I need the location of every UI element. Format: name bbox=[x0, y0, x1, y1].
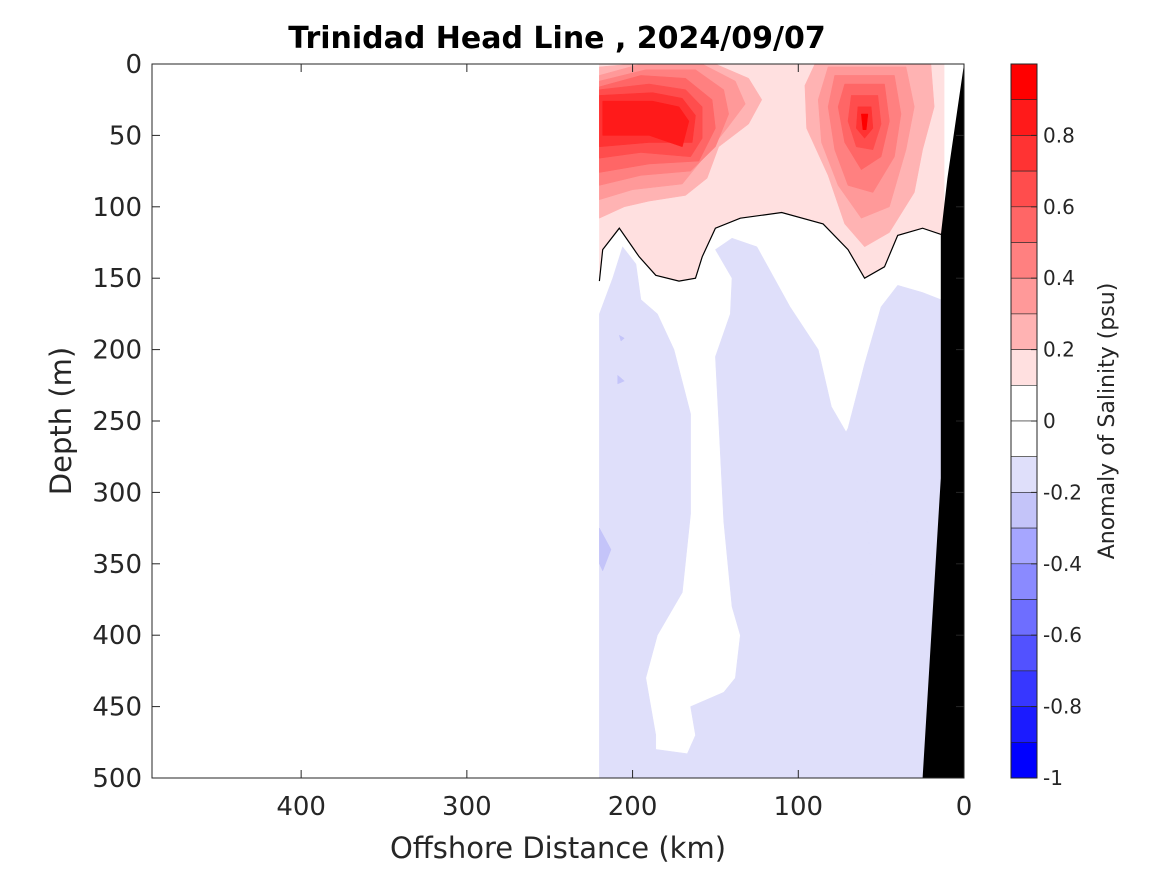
colorbar-swatch-9 bbox=[1010, 384, 1038, 422]
anomaly-region-13 bbox=[602, 100, 690, 148]
colorbar-label: Anomaly of Salinity (psu) bbox=[1095, 283, 1120, 560]
colorbar-tick-label: -0.4 bbox=[1043, 552, 1082, 576]
colorbar-swatch-10 bbox=[1010, 420, 1038, 458]
x-tick-label: 300 bbox=[442, 792, 492, 822]
colorbar-swatch-11 bbox=[1010, 456, 1038, 493]
y-axis-label: Depth (m) bbox=[44, 347, 78, 495]
colorbar-swatch-7 bbox=[1010, 313, 1038, 350]
y-axis: 0 50 100 150 200 250 300 350 400 450 500 bbox=[92, 50, 964, 794]
colorbar-tick-label: -0.2 bbox=[1043, 480, 1082, 504]
colorbar-swatch-0 bbox=[1010, 63, 1038, 101]
land-bathymetry-mask bbox=[922, 64, 964, 778]
y-tick-label: 400 bbox=[92, 621, 142, 651]
colorbar-tick-label: 0 bbox=[1043, 409, 1056, 433]
colorbar-swatch-13 bbox=[1010, 527, 1038, 565]
x-axis: 400 300 200 100 0 bbox=[276, 64, 972, 822]
y-tick-label: 250 bbox=[92, 407, 142, 437]
anomaly-region-18 bbox=[617, 374, 625, 385]
x-tick-label: 0 bbox=[956, 792, 973, 822]
x-axis-label: Offshore Distance (km) bbox=[390, 831, 726, 865]
y-tick-label: 300 bbox=[92, 478, 142, 508]
anomaly-region-15 bbox=[599, 237, 942, 778]
colorbar-swatch-14 bbox=[1010, 563, 1038, 600]
colorbar-tick-label: 0.8 bbox=[1043, 123, 1075, 147]
colorbar-tick-label: 0.2 bbox=[1043, 338, 1075, 362]
x-tick-label: 200 bbox=[608, 792, 658, 822]
colorbar-swatch-2 bbox=[1010, 135, 1038, 172]
colorbar-swatch-18 bbox=[1010, 706, 1038, 743]
anomaly-region-14 bbox=[861, 113, 869, 130]
plot-area bbox=[151, 63, 965, 779]
y-tick-label: 50 bbox=[109, 121, 142, 151]
colorbar-swatch-3 bbox=[1010, 170, 1038, 208]
colorbar-swatch-16 bbox=[1010, 634, 1038, 672]
colorbar-tick-label: 0.4 bbox=[1043, 266, 1075, 290]
colorbar-tick-label: -0.6 bbox=[1043, 623, 1082, 647]
chart-title: Trinidad Head Line , 2024/09/07 bbox=[288, 21, 825, 56]
anomaly-region-16 bbox=[599, 527, 612, 572]
y-tick-label: 150 bbox=[92, 264, 142, 294]
y-tick-label: 100 bbox=[92, 193, 142, 223]
colorbar-swatch-6 bbox=[1010, 277, 1038, 315]
y-tick-label: 350 bbox=[92, 550, 142, 580]
contour-regions bbox=[599, 64, 945, 778]
colorbar-tick-label: -0.8 bbox=[1043, 695, 1082, 719]
colorbar: 0.8 0.6 0.4 0.2 0 -0.2 -0.4 -0.6 -0.8 -1 bbox=[1010, 63, 1082, 790]
colorbar-swatch-4 bbox=[1010, 206, 1038, 243]
y-tick-label: 0 bbox=[125, 50, 142, 80]
colorbar-swatch-1 bbox=[1010, 99, 1038, 136]
y-tick-label: 450 bbox=[92, 693, 142, 723]
x-tick-label: 400 bbox=[276, 792, 326, 822]
y-tick-label: 200 bbox=[92, 336, 142, 366]
zero-anomaly-contour-line bbox=[598, 211, 945, 282]
colorbar-swatch-17 bbox=[1010, 670, 1038, 707]
y-tick-label: 500 bbox=[92, 764, 142, 794]
colorbar-tick-label: 0.6 bbox=[1043, 195, 1075, 219]
colorbar-swatch-8 bbox=[1010, 349, 1038, 386]
colorbar-swatch-5 bbox=[1010, 242, 1038, 279]
anomaly-region-17 bbox=[618, 334, 625, 342]
colorbar-swatch-15 bbox=[1010, 599, 1038, 636]
colorbar-swatch-19 bbox=[1010, 741, 1038, 779]
colorbar-tick-label: -1 bbox=[1043, 766, 1063, 790]
x-tick-label: 100 bbox=[773, 792, 823, 822]
colorbar-swatch-12 bbox=[1010, 492, 1038, 529]
